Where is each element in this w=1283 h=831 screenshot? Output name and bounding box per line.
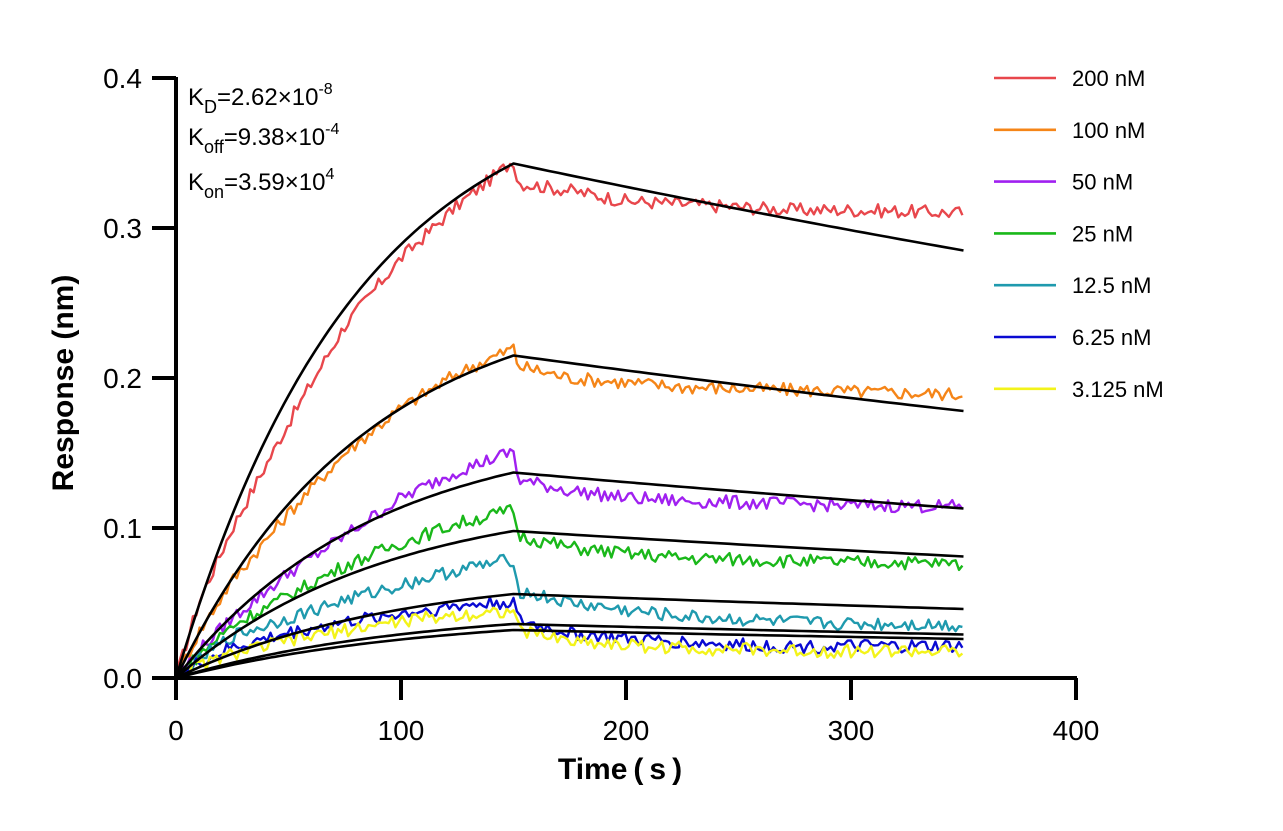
legend-label-0: 200 nM xyxy=(1072,66,1145,91)
fit-curve-0 xyxy=(174,162,964,679)
legend-label-6: 3.125 nM xyxy=(1072,377,1164,402)
series-trace-1 xyxy=(175,343,963,680)
x-tick-label-0: 0 xyxy=(168,715,184,746)
series-trace-3 xyxy=(175,504,964,679)
y-tick-label-1: 0.1 xyxy=(103,513,142,544)
x-axis-title: Time ( s ) xyxy=(558,753,682,786)
legend-label-4: 12.5 nM xyxy=(1072,273,1152,298)
fit-curve-1 xyxy=(174,354,964,679)
legend-label-2: 50 nM xyxy=(1072,170,1133,195)
kd-annotation: KD=2.62×10-8 xyxy=(188,81,333,117)
y-tick-label-4: 0.4 xyxy=(103,63,142,94)
x-tick-label-4: 400 xyxy=(1053,715,1100,746)
fit-curve-4 xyxy=(175,592,964,680)
legend-label-5: 6.25 nM xyxy=(1072,325,1152,350)
x-tick-label-1: 100 xyxy=(378,715,425,746)
series-trace-6 xyxy=(176,606,964,680)
fit-curve-2 xyxy=(174,471,964,679)
koff-annotation: Koff=9.38×10-4 xyxy=(188,121,339,157)
y-tick-label-0: 0.0 xyxy=(103,663,142,694)
series-layer xyxy=(174,162,964,680)
y-tick-label-2: 0.2 xyxy=(103,363,142,394)
series-trace-4 xyxy=(174,553,963,679)
y-tick-label-3: 0.3 xyxy=(103,213,142,244)
x-tick-label-2: 200 xyxy=(603,715,650,746)
fit-curve-3 xyxy=(175,529,964,679)
kon-annotation: Kon=3.59×104 xyxy=(188,166,334,202)
fit-curve-5 xyxy=(175,622,964,680)
kinetic-annotations: KD=2.62×10-8 Koff=9.38×10-4 Kon=3.59×104 xyxy=(188,81,339,202)
x-tick-label-3: 300 xyxy=(828,715,875,746)
legend-label-1: 100 nM xyxy=(1072,118,1145,143)
legend: 200 nM 100 nM 50 nM 25 nM 12.5 nM 6.25 nM 3.12… xyxy=(994,66,1164,402)
fit-curve-6 xyxy=(175,628,964,680)
y-axis-title: Response (nm) xyxy=(47,275,80,492)
series-trace-0 xyxy=(174,162,964,679)
fit-layer xyxy=(174,162,964,680)
legend-label-3: 25 nM xyxy=(1072,221,1133,246)
ticks-layer: 0 100 200 300 400 0.0 0.1 0.2 0.3 0.4 xyxy=(103,63,1099,746)
